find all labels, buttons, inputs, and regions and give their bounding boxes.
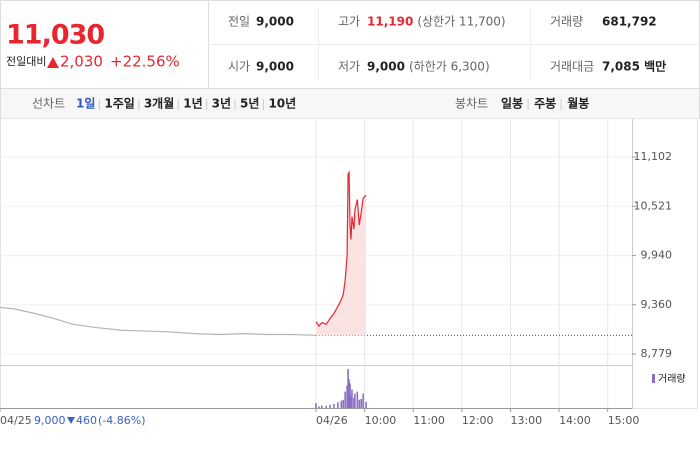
volume-bar: [340, 400, 343, 408]
info-label: 거래량: [550, 15, 583, 29]
volume-bar: [315, 403, 317, 408]
volume-bar: [356, 391, 359, 408]
info-value: 9,000: [256, 60, 294, 74]
volume-bar: [329, 404, 331, 408]
info-value: 9,000: [256, 15, 294, 29]
info-note: (상한가 11,700): [417, 15, 505, 29]
volume-bar: [342, 399, 345, 408]
up-arrow: [47, 57, 59, 68]
x-tick-label: 11:00: [413, 414, 445, 427]
volume-bar: [321, 405, 323, 408]
tab-group-label: 봉차트: [455, 97, 488, 111]
info-label: 저가: [338, 60, 360, 74]
volume-bar: [365, 401, 367, 408]
x-tick-label: 10:00: [365, 414, 397, 427]
info-label: 시가: [228, 60, 250, 74]
tab[interactable]: 10년: [268, 97, 296, 111]
info-label: 전일: [228, 15, 250, 29]
legend-label: 거래량: [658, 373, 686, 385]
info-value: 11,190: [367, 15, 413, 29]
x-tick-label: 13:00: [510, 414, 542, 427]
y-tick-label: 11,102: [634, 150, 673, 163]
x-tick-label: 04/25: [0, 414, 32, 427]
volume-bar: [347, 369, 349, 408]
info-label: 고가: [338, 15, 360, 29]
volume-bar: [349, 383, 351, 408]
change: 2,030: [60, 53, 103, 71]
legend-swatch: [652, 374, 655, 383]
volume-bar: [337, 402, 339, 408]
volume-bar: [333, 403, 335, 408]
tabs: 선차트 1일 1주일 3개월 1년 3년 5년 10년 봉차트 일봉 주봉 월봉: [32, 96, 589, 111]
y-tick-label: 8,779: [641, 347, 673, 360]
change-rate: +22.56%: [110, 53, 180, 71]
tab[interactable]: 1주일: [104, 97, 134, 111]
tab[interactable]: 1일: [76, 97, 95, 111]
volume-bar: [354, 393, 356, 408]
volume-bar: [344, 391, 346, 408]
tab[interactable]: 3년: [212, 97, 231, 111]
caption-rate: (-4.86%): [98, 414, 146, 427]
volume-bar: [351, 389, 353, 408]
x-tick-label: 15:00: [608, 414, 640, 427]
volume-bar: [353, 397, 355, 408]
info-value: 9,000: [367, 60, 405, 74]
volume-bar: [362, 393, 364, 408]
y-tick-label: 9,940: [641, 249, 673, 262]
info-value: 681,792: [602, 15, 657, 29]
price-line: [315, 170, 367, 327]
tab[interactable]: 월봉: [567, 96, 589, 111]
chart: 11,102 10,521 9,940 9,360 8,779 04/25 04/26 10:…: [0, 119, 686, 427]
price: 11,030: [6, 20, 104, 51]
info-table: 전일 9,000 고가 11,190 (상한가 11,700) 거래량 681,792 시가 9…: [228, 15, 666, 74]
info-value: 7,085 백만: [602, 59, 666, 74]
volume-bar: [346, 385, 348, 408]
y-tick-label: 9,360: [641, 298, 673, 311]
x-tick-label: 12:00: [462, 414, 494, 427]
volume-bar: [350, 395, 352, 408]
tab[interactable]: 1년: [183, 97, 202, 111]
volume-bar: [318, 406, 320, 408]
price-line: [0, 306, 317, 336]
tab[interactable]: 5년: [240, 97, 259, 111]
volume-bar: [348, 379, 350, 408]
tab[interactable]: 주봉: [534, 97, 556, 111]
tab-group-label: 선차트: [32, 97, 65, 111]
volume-bar: [360, 398, 363, 408]
info-note: (하한가 6,300): [409, 60, 490, 74]
area: [316, 172, 367, 336]
down-arrow: [67, 417, 75, 424]
caption-change: 460: [76, 414, 97, 427]
x-tick-label: 14:00: [559, 414, 591, 427]
tab-bar: [0, 88, 700, 119]
info-label: 거래대금: [550, 60, 594, 74]
tab[interactable]: 일봉: [501, 97, 523, 111]
change-label: 전일대비: [6, 54, 46, 68]
volume-bar: [358, 399, 361, 408]
volume-bar: [325, 405, 328, 408]
y-tick-label: 10,521: [634, 199, 673, 212]
caption-price: 9,000: [34, 414, 66, 427]
tab[interactable]: 3개월: [144, 96, 174, 111]
x-tick-label: 04/26: [316, 414, 348, 427]
